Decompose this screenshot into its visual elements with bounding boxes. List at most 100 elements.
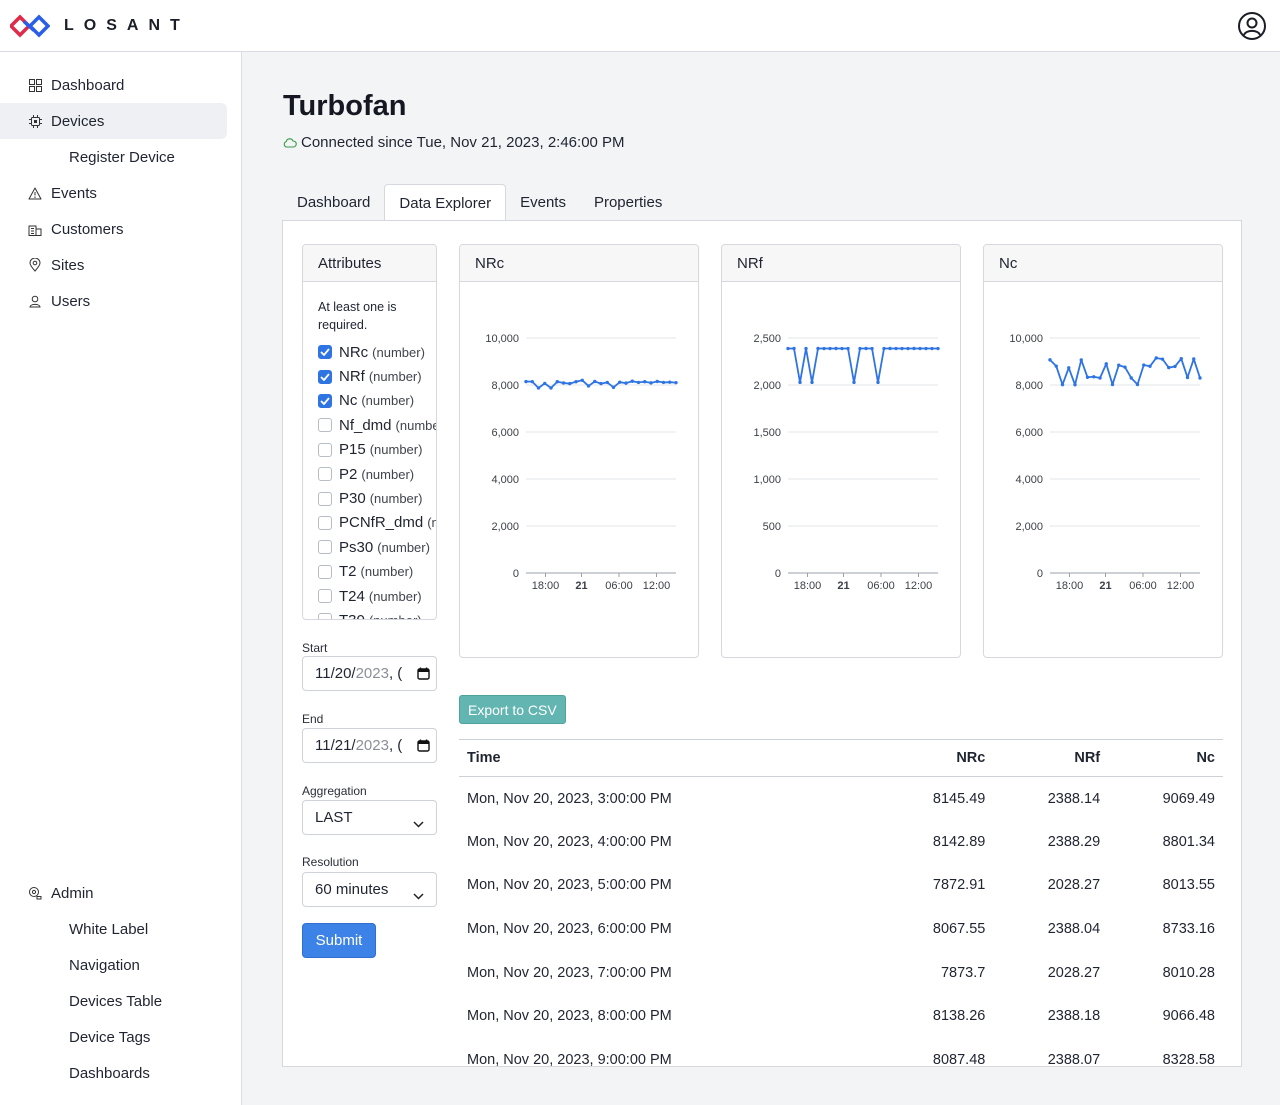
attribute-checkbox[interactable] [318,393,332,408]
sidebar-item-device-tags[interactable]: Device Tags [0,1019,227,1055]
data-point[interactable] [1142,363,1146,367]
data-point[interactable] [1054,364,1058,368]
data-point[interactable] [1154,356,1158,360]
data-point[interactable] [574,380,578,384]
attribute-checkbox[interactable] [318,467,332,482]
data-point[interactable] [918,346,922,351]
data-point[interactable] [636,380,641,385]
data-point[interactable] [668,380,672,384]
data-point[interactable] [655,379,659,384]
data-point[interactable] [834,346,838,351]
attribute-row[interactable]: T24 (number) [318,584,436,608]
attribute-row[interactable]: P30 (number) [318,486,436,510]
data-point[interactable] [906,346,910,351]
attribute-checkbox[interactable] [318,369,332,384]
sidebar-item-dashboard[interactable]: Dashboard [0,67,227,103]
data-point[interactable] [630,379,634,383]
data-point[interactable] [1092,375,1096,379]
attribute-row[interactable]: NRc (number) [318,340,436,364]
data-point[interactable] [1085,375,1090,379]
attribute-row[interactable]: P2 (number) [318,462,436,486]
data-point[interactable] [828,346,832,351]
data-point[interactable] [858,346,862,351]
data-point[interactable] [524,379,528,384]
data-point[interactable] [786,346,790,351]
data-point[interactable] [643,380,647,384]
attribute-checkbox[interactable] [318,564,332,579]
data-point[interactable] [618,380,622,384]
attribute-checkbox[interactable] [318,442,332,457]
attribute-checkbox[interactable] [318,491,332,506]
attribute-row[interactable]: Nf_dmd(number) [318,413,436,437]
start-date-input[interactable]: 11/20/2023, ( [302,656,437,691]
data-point[interactable] [840,346,844,351]
tab-data-explorer[interactable]: Data Explorer [384,184,507,222]
data-point[interactable] [1067,366,1071,370]
data-point[interactable] [864,346,868,351]
data-point[interactable] [900,346,904,351]
calendar-icon[interactable] [417,667,430,684]
data-point[interactable] [894,346,898,351]
data-point[interactable] [1110,382,1115,387]
submit-button[interactable]: Submit [302,923,376,958]
attribute-row[interactable]: Nc (number) [318,389,436,413]
column-header-nrc[interactable]: NRc [878,739,994,777]
data-point[interactable] [561,381,566,385]
sidebar-item-register-device[interactable]: Register Device [0,139,227,175]
column-header-nrf[interactable]: NRf [993,739,1109,777]
data-point[interactable] [1079,358,1083,362]
data-point[interactable] [810,380,814,385]
column-header-time[interactable]: Time [459,739,879,777]
column-header-nc[interactable]: Nc [1108,739,1223,777]
sidebar-item-white-label[interactable]: White Label [0,911,227,947]
attribute-checkbox[interactable] [318,515,332,530]
attribute-checkbox[interactable] [318,589,332,604]
user-account-icon[interactable] [1237,11,1267,41]
data-point[interactable] [586,384,591,388]
sidebar-item-dashboards[interactable]: Dashboards [0,1055,227,1091]
data-point[interactable] [1104,362,1108,366]
attribute-row[interactable]: T2 (number) [318,560,436,584]
attribute-checkbox[interactable] [318,418,332,433]
data-point[interactable] [870,346,874,351]
data-point[interactable] [1048,358,1052,362]
data-point[interactable] [549,386,553,390]
tab-events[interactable]: Events [520,194,566,211]
data-point[interactable] [798,380,802,385]
end-date-input[interactable]: 11/21/2023, ( [302,728,437,763]
data-point[interactable] [649,381,653,385]
data-point[interactable] [1098,376,1102,380]
data-point[interactable] [568,381,572,386]
sidebar-item-customers[interactable]: Customers [0,211,227,247]
attribute-row[interactable]: P15 (number) [318,438,436,462]
data-point[interactable] [580,378,584,382]
data-point[interactable] [912,346,916,351]
data-point[interactable] [536,386,541,390]
data-point[interactable] [543,381,547,386]
data-point[interactable] [1179,356,1183,361]
data-point[interactable] [1060,382,1065,387]
tab-dashboard[interactable]: Dashboard [297,194,371,211]
attribute-row[interactable]: T30 (number) [318,608,436,619]
data-point[interactable] [624,381,628,385]
sidebar-item-devices-table[interactable]: Devices Table [0,983,227,1019]
data-point[interactable] [1198,376,1202,380]
tab-properties[interactable]: Properties [593,194,663,211]
data-point[interactable] [1185,375,1190,380]
data-point[interactable] [1167,365,1171,370]
data-point[interactable] [792,346,796,351]
sidebar-item-users[interactable]: Users [0,283,227,319]
data-point[interactable] [936,346,940,351]
data-point[interactable] [605,380,609,385]
attribute-row[interactable]: Ps30 (number) [318,535,436,559]
data-point[interactable] [924,346,928,351]
data-point[interactable] [882,346,886,351]
data-point[interactable] [876,380,880,385]
data-point[interactable] [1148,364,1152,368]
data-point[interactable] [593,379,597,384]
data-point[interactable] [1160,357,1165,361]
sidebar-item-navigation[interactable]: Navigation [0,947,227,983]
resolution-select[interactable]: 60 minutes [302,872,437,907]
data-point[interactable] [555,380,559,384]
brand-logo[interactable]: LOSANT [10,13,190,39]
